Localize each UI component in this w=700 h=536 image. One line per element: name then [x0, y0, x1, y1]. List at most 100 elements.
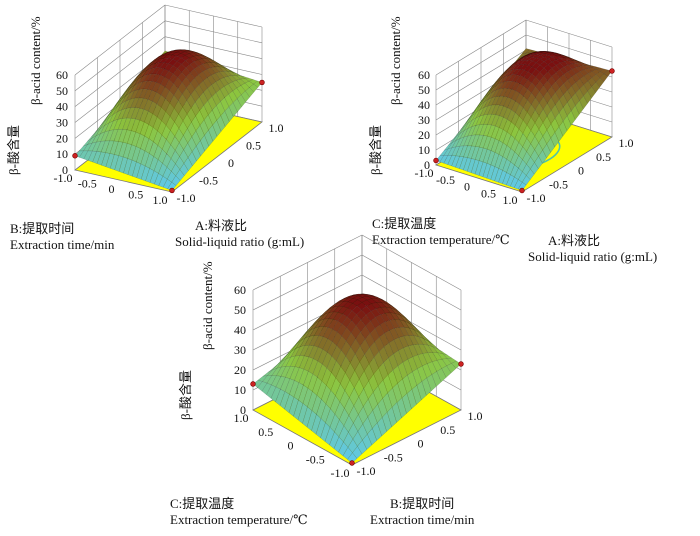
z-tick-label: 20: [234, 363, 246, 377]
z-tick-label: 30: [234, 343, 246, 357]
y-tick-label: 0.5: [596, 150, 611, 164]
x-tick-label: 0.5: [128, 188, 143, 202]
x-tick-label: 1.0: [503, 193, 518, 207]
y-tick-label: 0.5: [246, 139, 261, 153]
x-tick-label: 0: [109, 182, 115, 196]
z-tick-label: 40: [56, 100, 68, 114]
z-tick-label: 20: [418, 128, 430, 142]
wall-gridline: [164, 36, 263, 59]
response-surface: [252, 293, 462, 464]
z-tick-label: 10: [234, 383, 246, 397]
z-axis-title-en: β-acid content/%: [388, 16, 403, 105]
x-tick-label: -0.5: [78, 177, 97, 191]
surface-facet: [212, 120, 222, 137]
surface-facet: [175, 169, 185, 181]
surface-facet: [386, 406, 397, 428]
y-tick-label: 1.0: [269, 121, 284, 135]
x-tick-label: 1.0: [234, 411, 249, 425]
z-tick-label: 60: [418, 68, 430, 82]
y-tick-label: -1.0: [527, 191, 546, 205]
design-point: [519, 187, 525, 194]
surface-facet: [367, 428, 377, 446]
z-axis-title-cn: β-酸含量: [368, 125, 383, 175]
z-tick-label: 60: [234, 283, 246, 297]
wall-gridline: [74, 4, 166, 76]
wall-gridline: [74, 20, 166, 92]
x-axis-title-cn: C:提取温度: [372, 216, 436, 231]
y-tick-label: 0.5: [440, 423, 455, 437]
z-axis-title-en: β-acid content/%: [200, 261, 215, 350]
x-tick-label: -1.0: [331, 466, 350, 480]
design-point: [250, 381, 256, 387]
surface-facet: [377, 417, 387, 437]
wall-gridline: [252, 274, 363, 331]
y-tick-label: 0: [578, 164, 584, 178]
y-axis-title-cn: A:料液比: [548, 233, 600, 248]
y-tick-label: -1.0: [357, 464, 376, 478]
y-tick-label: 0: [418, 437, 424, 451]
y-axis-title-en: Solid-liquid ratio (g:mL): [528, 249, 657, 264]
y-axis-title-cn: B:提取时间: [390, 496, 454, 511]
z-tick-label: 30: [56, 116, 68, 130]
y-axis-title-en: Extraction time/min: [370, 512, 475, 527]
surface-facet: [571, 105, 580, 121]
surface-facet: [411, 385, 422, 405]
x-tick-label: 0: [288, 439, 294, 453]
x-tick-label: -0.5: [306, 452, 325, 466]
surface-facet: [431, 371, 442, 387]
design-point: [349, 460, 355, 466]
z-tick-label: 50: [418, 83, 430, 97]
wall-gridline: [74, 36, 166, 107]
z-tick-label: 40: [418, 98, 430, 112]
x-tick-label: 0.5: [481, 186, 496, 200]
wall-gridline: [252, 234, 363, 291]
z-tick-label: 0: [424, 158, 430, 172]
y-tick-label: -0.5: [384, 450, 403, 464]
z-tick-label: 30: [418, 113, 430, 127]
surface-facet: [249, 84, 259, 93]
surface-facet: [587, 86, 596, 99]
z-axis-title-en: β-acid content/%: [28, 16, 43, 105]
z-tick-label: 50: [234, 303, 246, 317]
wall-gridline: [361, 274, 462, 331]
design-point: [259, 79, 265, 86]
response-surface: [74, 49, 263, 191]
y-axis-title-en: Solid-liquid ratio (g:mL): [175, 234, 304, 249]
x-tick-label: -0.5: [436, 173, 455, 187]
surface-facet: [245, 87, 255, 98]
surface-facet: [216, 115, 226, 132]
wall-gridline: [435, 34, 527, 91]
wall-gridline: [435, 19, 527, 76]
wall-gridline: [164, 4, 263, 28]
wall-gridline: [525, 19, 613, 48]
wall-gridline: [164, 20, 263, 44]
x-tick-label: 1.0: [153, 193, 168, 207]
design-point: [433, 157, 439, 164]
surface-facet: [220, 110, 230, 127]
surface-facet: [200, 134, 209, 152]
z-tick-label: 0: [240, 403, 246, 417]
response-surface: [435, 48, 613, 191]
wall-gridline: [435, 49, 527, 106]
z-tick-label: 60: [56, 68, 68, 82]
z-tick-label: 40: [234, 323, 246, 337]
z-tick-label: 0: [62, 163, 68, 177]
x-axis-title-en: Extraction temperature/℃: [170, 512, 308, 527]
y-tick-label: 0: [228, 156, 234, 170]
x-axis-title-cn: C:提取温度: [170, 496, 234, 511]
wall-gridline: [252, 254, 363, 311]
x-tick-label: -1.0: [415, 166, 434, 180]
surface-facet: [579, 95, 588, 110]
design-point: [609, 68, 615, 74]
y-tick-label: -0.5: [199, 174, 218, 188]
surface-facet: [595, 77, 605, 88]
wall-gridline: [525, 34, 613, 63]
x-tick-label: -1.0: [54, 171, 73, 185]
z-axis-title-cn: β-酸含量: [178, 370, 193, 420]
surface-plot-temperature-vs-time: 01020304050601.00.50-0.5-1.01.00.50-0.5-…: [170, 234, 483, 527]
z-tick-label: 10: [56, 147, 68, 161]
y-axis-title-cn: A:料液比: [195, 218, 247, 233]
